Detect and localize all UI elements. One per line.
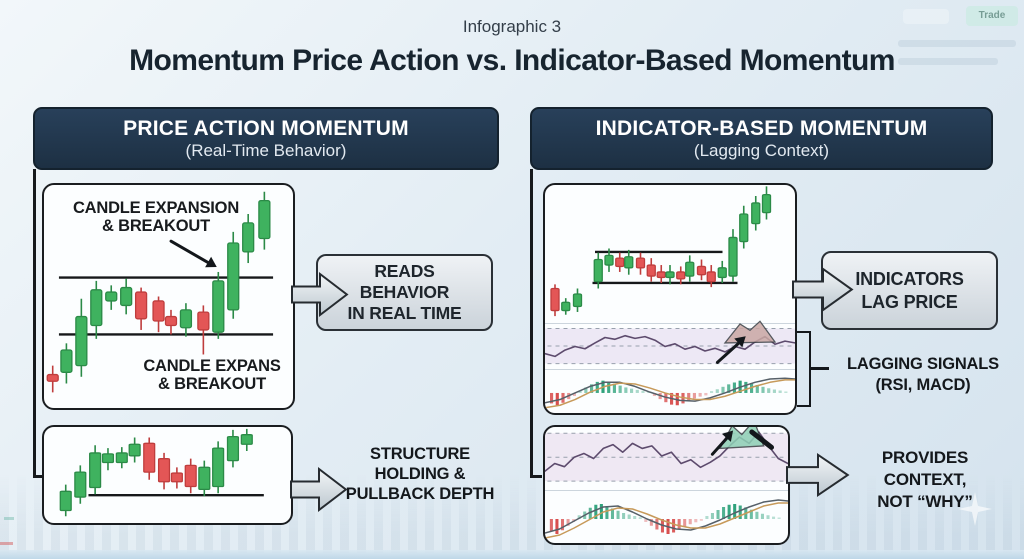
provides-context-line2: CONTEXT, <box>883 470 967 489</box>
reads-behavior-arrow <box>292 266 348 323</box>
indicator-rsi-panel <box>545 323 795 369</box>
background-table-row <box>898 58 998 65</box>
provides-context-arrow <box>787 447 849 503</box>
candle-expans-label: CANDLE EXPANS & BREAKOUT <box>128 357 293 393</box>
structure-holding-line1: STRUCTURE <box>370 445 470 463</box>
candle-expans-label-line2: & BREAKOUT <box>158 375 266 393</box>
reads-behavior-line1: READS <box>374 261 435 281</box>
indicators-lag-arrow <box>793 261 853 318</box>
context-rsi-panel <box>545 427 788 490</box>
indicator-context-box <box>543 425 790 545</box>
left-panel-subtitle: (Real-Time Behavior) <box>185 141 347 160</box>
kicker: Infographic 3 <box>462 17 562 36</box>
structure-pullback-chart <box>44 427 291 523</box>
right-connector-line <box>530 169 542 478</box>
background-layout-pill <box>903 9 949 24</box>
indicator-price-chart <box>545 185 795 323</box>
reads-behavior-line3: IN REAL TIME <box>347 303 462 323</box>
structure-pullback-box <box>42 425 293 525</box>
structure-holding-line3: PULLBACK DEPTH <box>345 485 495 503</box>
background-trade-button: Trade <box>966 6 1018 26</box>
structure-holding-callout: STRUCTURE HOLDING & PULLBACK DEPTH <box>336 444 504 504</box>
lagging-signals-label: LAGGING SIGNALS (RSI, MACD) <box>833 354 1013 396</box>
background-teal-tick <box>4 517 14 520</box>
left-panel-header: PRICE ACTION MOMENTUM (Real-Time Behavio… <box>33 107 499 170</box>
price-action-breakout-box: CANDLE EXPANSION & BREAKOUT CANDLE EXPAN… <box>42 183 295 410</box>
right-panel-header: INDICATOR-BASED MOMENTUM (Lagging Contex… <box>530 107 993 170</box>
background-bottom-strip <box>0 550 1024 559</box>
left-panel-title: PRICE ACTION MOMENTUM <box>123 117 409 140</box>
background-table-row <box>898 40 1016 47</box>
background-red-tick <box>0 542 13 545</box>
context-macd-panel <box>545 490 788 541</box>
indicator-macd-panel <box>545 369 795 411</box>
price-action-breakout-chart <box>44 185 293 408</box>
lagging-signals-bracket-tick <box>811 367 829 370</box>
left-connector-line <box>33 169 45 478</box>
candle-expans-label-line1: CANDLE EXPANS <box>143 357 281 375</box>
provides-context-line1: PROVIDES <box>881 448 969 467</box>
lagging-signals-line2: (RSI, MACD) <box>875 376 971 394</box>
candle-expansion-label-line1: CANDLE EXPANSION <box>72 199 240 217</box>
indicator-momentum-box <box>543 183 797 415</box>
structure-holding-arrow <box>291 461 347 518</box>
indicators-lag-line2: LAG PRICE <box>861 291 958 312</box>
provides-context-line3: NOT “WHY” <box>877 492 973 511</box>
lagging-signals-bracket <box>797 331 811 407</box>
candle-expansion-label: CANDLE EXPANSION & BREAKOUT <box>58 199 254 235</box>
indicators-lag-line1: INDICATORS <box>855 268 964 289</box>
candle-expansion-label-line2: & BREAKOUT <box>102 217 210 235</box>
right-panel-subtitle: (Lagging Context) <box>693 141 830 160</box>
lagging-signals-line1: LAGGING SIGNALS <box>847 355 999 373</box>
reads-behavior-callout: READS BEHAVIOR IN REAL TIME <box>316 254 493 331</box>
page-title: Momentum Price Action vs. Indicator-Base… <box>129 44 895 77</box>
structure-holding-line2: HOLDING & <box>374 465 466 483</box>
reads-behavior-line2: BEHAVIOR <box>359 282 450 302</box>
provides-context-callout: PROVIDES CONTEXT, NOT “WHY” <box>845 447 1005 513</box>
right-panel-title: INDICATOR-BASED MOMENTUM <box>595 117 928 140</box>
